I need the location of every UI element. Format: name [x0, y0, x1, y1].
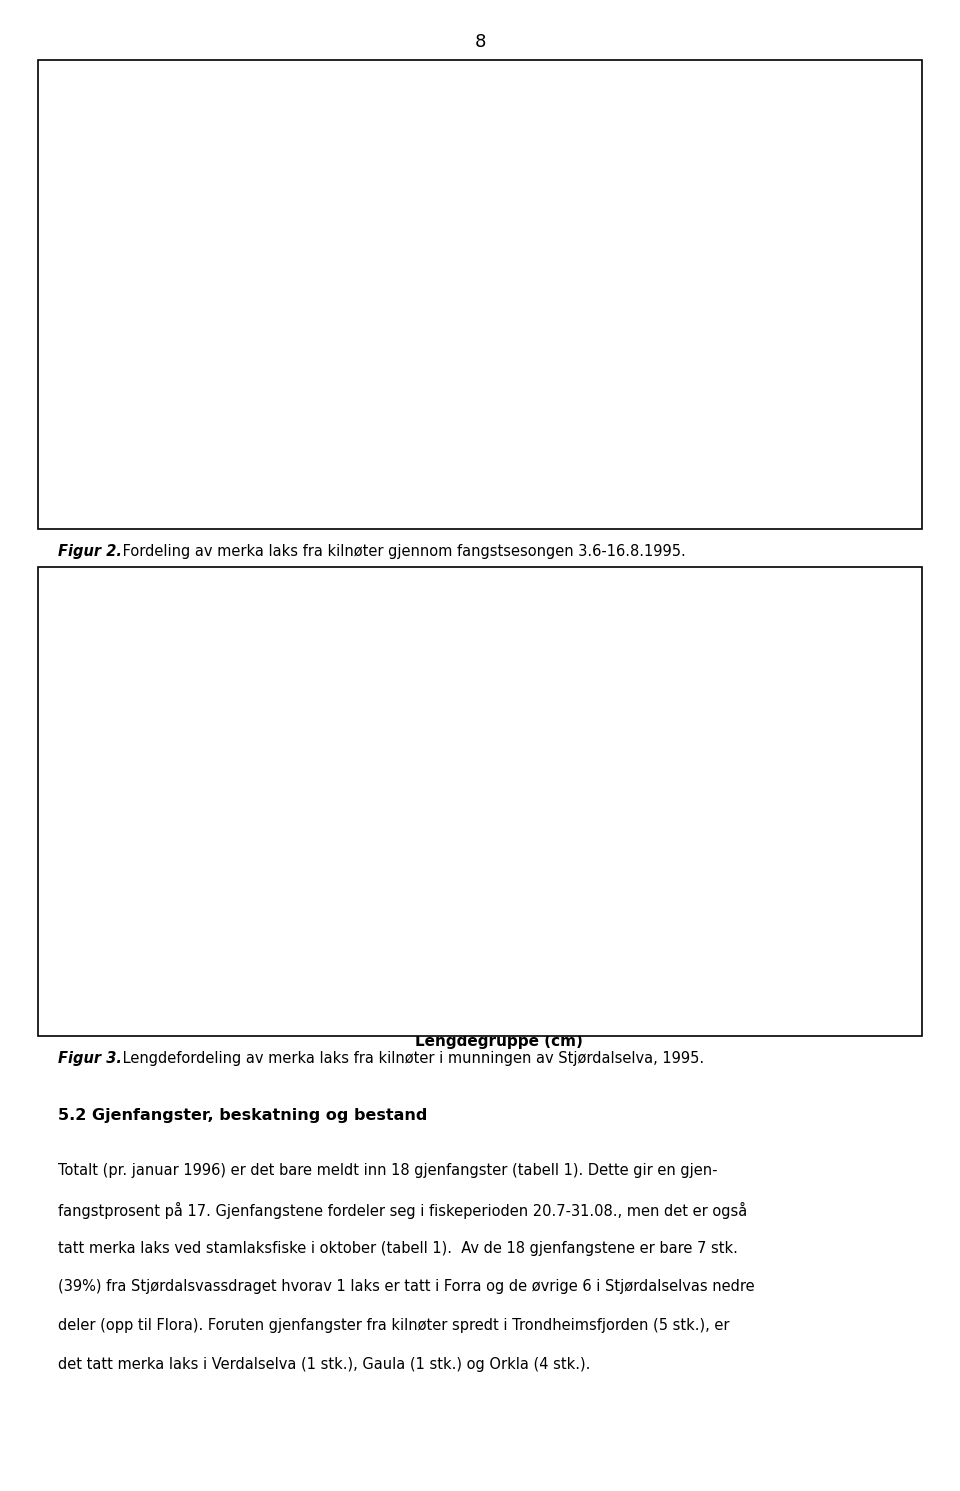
Bar	[485, 338, 514, 455]
Bar	[347, 732, 389, 962]
Bar	[215, 923, 258, 962]
Text: 8: 8	[474, 33, 486, 51]
Bar	[571, 397, 599, 455]
Text: fangstprosent på 17. Gjenfangstene fordeler seg i fiskeperioden 20.7-31.08., men: fangstprosent på 17. Gjenfangstene forde…	[58, 1202, 747, 1218]
Bar	[270, 443, 298, 455]
Bar	[227, 420, 255, 455]
Text: deler (opp til Flora). Foruten gjenfangster fra kilnøter spredt i Trondheimsfjor: deler (opp til Flora). Foruten gjenfangs…	[58, 1318, 729, 1333]
Bar	[184, 431, 212, 455]
Bar	[675, 808, 718, 962]
Bar	[614, 397, 642, 455]
Bar	[313, 409, 341, 455]
Bar	[610, 646, 652, 962]
Bar	[150, 953, 192, 962]
Bar	[806, 953, 849, 962]
Text: (39%) fra Stjørdalsvassdraget hvorav 1 laks er tatt i Forra og de øvrige 6 i Stj: (39%) fra Stjørdalsvassdraget hvorav 1 l…	[58, 1279, 755, 1294]
Y-axis label: Antall: Antall	[79, 774, 93, 814]
Bar	[658, 291, 685, 455]
Bar	[478, 914, 520, 962]
X-axis label: Dato: Dato	[481, 497, 517, 511]
X-axis label: Lengdegruppe (cm): Lengdegruppe (cm)	[416, 1035, 583, 1050]
Text: Figur 3.: Figur 3.	[58, 1051, 122, 1066]
Text: det tatt merka laks i Verdalselva (1 stk.), Gaula (1 stk.) og Orkla (4 stk.).: det tatt merka laks i Verdalselva (1 stk…	[58, 1357, 590, 1372]
Bar	[443, 186, 470, 455]
Bar	[141, 443, 169, 455]
Bar	[528, 373, 556, 455]
Bar	[399, 443, 427, 455]
Bar	[786, 350, 814, 455]
Bar	[701, 431, 729, 455]
Text: tatt merka laks ved stamlaksfiske i oktober (tabell 1).  Av de 18 gjenfangstene : tatt merka laks ved stamlaksfiske i okto…	[58, 1241, 737, 1255]
Bar	[829, 420, 857, 455]
Text: Totalt (pr. januar 1996) er det bare meldt inn 18 gjenfangster (tabell 1). Dette: Totalt (pr. januar 1996) er det bare mel…	[58, 1163, 717, 1178]
Bar	[543, 886, 587, 962]
Bar	[743, 409, 772, 455]
Bar	[412, 895, 455, 962]
Bar	[740, 895, 783, 962]
Y-axis label: Antall: Antall	[79, 259, 93, 300]
Text: Lengdefordeling av merka laks fra kilnøter i munningen av Stjørdalselva, 1995.: Lengdefordeling av merka laks fra kilnøt…	[118, 1051, 705, 1066]
Bar	[356, 409, 384, 455]
Text: Fordeling av merka laks fra kilnøter gjennom fangstsesongen 3.6-16.8.1995.: Fordeling av merka laks fra kilnøter gje…	[118, 544, 685, 559]
Text: Figur 2.: Figur 2.	[58, 544, 122, 559]
Bar	[280, 828, 324, 962]
Text: 5.2 Gjenfangster, beskatning og bestand: 5.2 Gjenfangster, beskatning og bestand	[58, 1108, 427, 1123]
